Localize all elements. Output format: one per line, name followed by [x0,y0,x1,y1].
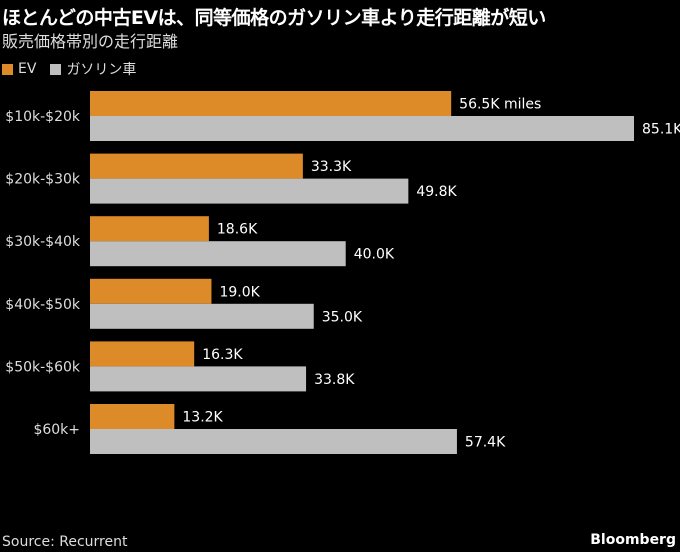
gas-bar [90,366,307,392]
gas-bar [90,241,346,267]
value-label: 56.5K miles [459,97,541,113]
value-label: 19.0K [219,284,260,300]
ev-bar [90,341,195,367]
chart-title: ほとんどの中古EVは、同等価格のガソリン車より走行距離が短い [2,7,546,29]
value-label: 57.4K [465,435,506,451]
value-label: 85.1K [642,122,680,138]
value-label: 49.8K [416,184,457,200]
category-label: $40k-$50k [5,297,81,313]
legend-label-ev: EV [18,61,37,77]
legend-item-ev: EV [2,61,36,77]
ev-bar [90,404,175,429]
ev-bar [90,153,303,179]
gas-bar [90,429,457,454]
value-label: 18.6K [217,222,258,238]
value-label: 16.3K [202,347,243,363]
ev-bar [90,216,209,242]
legend-swatch-ev [2,63,13,75]
legend-swatch-gas [50,63,62,75]
gas-bar [90,178,409,204]
category-label: $50k-$60k [5,359,81,375]
value-label: 33.8K [314,372,355,388]
chart-subtitle: 販売価格帯別の走行距離 [2,32,179,51]
category-label: $60k+ [33,422,80,438]
ev-bar [90,278,212,304]
legend-label-gas: ガソリン車 [66,62,137,78]
ev-bar [90,91,452,116]
value-label: 13.2K [182,410,223,426]
legend-item-gas: ガソリン車 [50,59,136,79]
category-label: $10k-$20k [5,109,81,125]
bloomberg-logo: Bloomberg [590,532,676,548]
category-label: $30k-$40k [5,234,81,250]
category-label: $20k-$30k [5,172,81,188]
gas-bar [90,116,634,141]
legend: EV ガソリン車 [2,59,144,79]
source-note: Source: Recurrent [2,534,128,550]
value-label: 33.3K [311,159,352,175]
gas-bar [90,303,314,329]
value-label: 40.0K [354,247,395,263]
value-label: 35.0K [322,309,363,325]
